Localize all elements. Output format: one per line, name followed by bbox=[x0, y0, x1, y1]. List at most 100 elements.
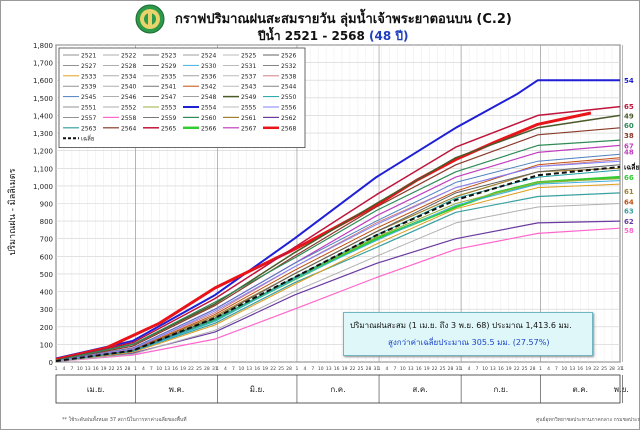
legend-label-2536: 2536 bbox=[201, 73, 216, 80]
x-tick-label: 7 bbox=[150, 366, 153, 372]
end-label-60: 60 bbox=[624, 122, 634, 130]
y-tick-label: 100 bbox=[40, 341, 53, 349]
x-tick-label: 1 bbox=[460, 366, 463, 372]
legend-label-2545: 2545 bbox=[81, 94, 96, 101]
y-tick-label: 0 bbox=[49, 359, 53, 367]
x-tick-label: 10 bbox=[156, 366, 162, 372]
x-tick-label: 1 bbox=[378, 366, 381, 372]
legend-label-2529: 2529 bbox=[161, 63, 176, 70]
x-tick-label: 16 bbox=[93, 366, 99, 372]
legend-label-2561: 2561 bbox=[241, 115, 256, 122]
legend-label-2553: 2553 bbox=[161, 105, 176, 112]
legend-label-2523: 2523 bbox=[161, 53, 176, 60]
y-tick-label: 400 bbox=[40, 289, 53, 297]
month-label: พ.ย. bbox=[614, 385, 629, 394]
x-tick-label: 28 bbox=[125, 366, 131, 372]
series-line-2545 bbox=[55, 153, 621, 362]
x-tick-label: 4 bbox=[386, 366, 389, 372]
end-label-62: 62 bbox=[624, 218, 634, 226]
end-label-61: 61 bbox=[624, 188, 634, 196]
legend-label-2549: 2549 bbox=[241, 94, 256, 101]
legend-label-2525: 2525 bbox=[241, 53, 256, 60]
legend-label-2566: 2566 bbox=[201, 125, 216, 132]
y-tick-label: 500 bbox=[40, 271, 53, 279]
end-label-54: 54 bbox=[624, 77, 634, 85]
x-tick-label: 4 bbox=[303, 366, 306, 372]
legend-label-2558: 2558 bbox=[121, 115, 136, 122]
x-tick-label: 4 bbox=[468, 366, 471, 372]
x-tick-label: 28 bbox=[530, 366, 536, 372]
series-line-2558 bbox=[55, 227, 621, 363]
legend-label-2534: 2534 bbox=[121, 73, 136, 80]
legend-label-2531: 2531 bbox=[241, 63, 256, 70]
series-line-เฉลี่ย bbox=[55, 165, 621, 363]
month-label: ต.ค. bbox=[572, 385, 588, 394]
legend-label-2563: 2563 bbox=[81, 125, 96, 132]
x-tick-label: 1 bbox=[621, 366, 624, 372]
x-tick-label: 25 bbox=[522, 366, 528, 372]
y-tick-label: 1,700 bbox=[33, 60, 53, 68]
y-tick-label: 1,500 bbox=[33, 95, 53, 103]
x-tick-label: 1 bbox=[539, 366, 542, 372]
x-tick-label: 13 bbox=[246, 366, 252, 372]
chart-title: กราฟปริมาณฝนสะสมรายวัน ลุ่มน้ำเจ้าพระยาต… bbox=[175, 12, 512, 27]
end-label-เฉลี่ย: เฉลี่ย bbox=[624, 162, 640, 172]
x-tick-label: 25 bbox=[440, 366, 446, 372]
x-tick-label: 7 bbox=[555, 366, 558, 372]
footer-credit: ศูนย์อุทกวิทยาชลประทานภาคกลาง กรมชลประทา… bbox=[536, 417, 640, 423]
x-tick-label: 4 bbox=[224, 366, 227, 372]
x-tick-label: 25 bbox=[196, 366, 202, 372]
legend-label-2541: 2541 bbox=[161, 84, 176, 91]
x-tick-label: 22 bbox=[109, 366, 115, 372]
legend-label-เฉลี่ย: เฉลี่ย bbox=[81, 135, 94, 143]
subtitle-water-year: ปีน้ำ 2521 - 2568 bbox=[258, 29, 370, 43]
legend-label-2524: 2524 bbox=[201, 53, 216, 60]
y-tick-label: 700 bbox=[40, 236, 53, 244]
x-tick-label: 31 bbox=[212, 366, 218, 372]
x-tick-label: 28 bbox=[366, 366, 372, 372]
rainfall-summary-box: ปริมาณฝนสะสม (1 เม.ย. ถึง 3 พ.ย. 68) ประ… bbox=[343, 312, 593, 356]
series-line-2565 bbox=[55, 105, 621, 361]
end-label-64: 64 bbox=[624, 199, 634, 207]
x-tick-label: 16 bbox=[498, 366, 504, 372]
x-tick-label: 7 bbox=[232, 366, 235, 372]
x-tick-label: 1 bbox=[296, 366, 299, 372]
end-label-65: 65 bbox=[624, 103, 634, 111]
series-line-2554 bbox=[55, 79, 620, 360]
legend-label-2530: 2530 bbox=[201, 63, 216, 70]
x-tick-label: 25 bbox=[117, 366, 123, 372]
x-tick-label: 7 bbox=[311, 366, 314, 372]
chart-subtitle: ปีน้ำ 2521 - 2568 (48 ปี) bbox=[258, 27, 409, 46]
x-tick-label: 13 bbox=[85, 366, 91, 372]
x-tick-label: 22 bbox=[270, 366, 276, 372]
x-tick-label: 28 bbox=[609, 366, 615, 372]
x-tick-label: 22 bbox=[432, 366, 438, 372]
end-label-67: 67 bbox=[624, 142, 634, 150]
x-tick-label: 31 bbox=[456, 366, 462, 372]
end-label-63: 63 bbox=[624, 208, 634, 216]
legend-label-2528: 2528 bbox=[121, 63, 136, 70]
legend-label-2556: 2556 bbox=[281, 105, 296, 112]
x-tick-label: 10 bbox=[562, 366, 568, 372]
legend-label-2543: 2543 bbox=[241, 84, 256, 91]
x-tick-label: 1 bbox=[216, 366, 219, 372]
series-line-2564 bbox=[55, 127, 621, 362]
x-tick-label: 1 bbox=[134, 366, 137, 372]
legend-box bbox=[58, 47, 306, 148]
legend-label-2560: 2560 bbox=[201, 115, 216, 122]
legend-label-2522: 2522 bbox=[121, 53, 136, 60]
series-line-2530 bbox=[55, 180, 621, 362]
legend-label-2568: 2568 bbox=[281, 125, 296, 132]
month-label: พ.ค. bbox=[169, 385, 185, 394]
legend-label-2542: 2542 bbox=[201, 84, 216, 91]
legend-label-2555: 2555 bbox=[241, 105, 256, 112]
y-tick-label: 600 bbox=[40, 253, 53, 261]
x-tick-label: 1 bbox=[55, 366, 58, 372]
x-tick-label: 22 bbox=[350, 366, 356, 372]
legend-label-2544: 2544 bbox=[281, 84, 296, 91]
x-tick-label: 16 bbox=[577, 366, 583, 372]
legend-label-2564: 2564 bbox=[121, 125, 136, 132]
x-tick-label: 25 bbox=[278, 366, 284, 372]
x-tick-label: 25 bbox=[601, 366, 607, 372]
